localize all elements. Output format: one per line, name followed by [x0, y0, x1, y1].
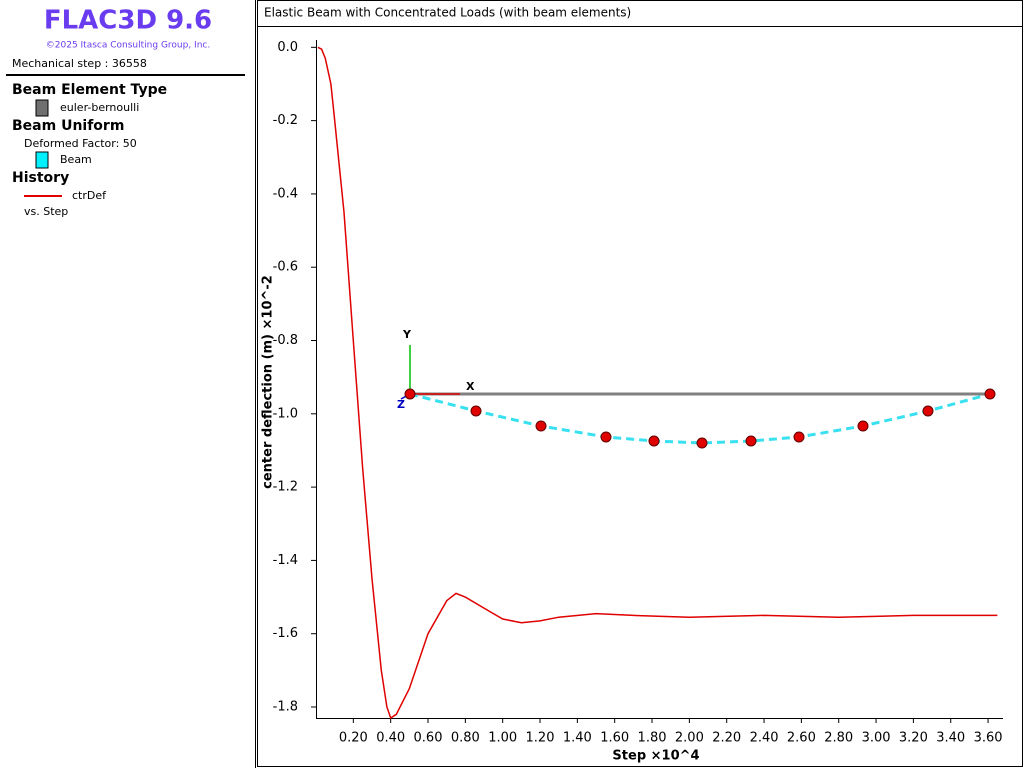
x-tick-label: 0.80	[451, 731, 480, 746]
x-tick-label: 2.40	[750, 731, 779, 746]
y-tick-label: -1.8	[273, 700, 298, 715]
nodes	[404, 388, 996, 449]
x-tick-label: 2.00	[675, 731, 704, 746]
x-tick-label: 2.20	[712, 731, 741, 746]
x-tick-label: 1.00	[488, 731, 517, 746]
x-axis-label: Step ×10^4	[612, 749, 699, 764]
swatch	[35, 99, 49, 117]
y-tick-label: -0.2	[273, 113, 298, 128]
legend-item: euler-bernoulli	[60, 101, 139, 114]
node	[648, 435, 660, 447]
x-tick-label: 3.00	[862, 731, 891, 746]
legend-entry: ctrDef	[72, 189, 107, 202]
x-tick-label: 3.40	[936, 731, 965, 746]
y-tick-label: 0.0	[277, 40, 298, 55]
y-tick-label: -1.6	[273, 626, 298, 641]
legend-item: Beam	[60, 153, 92, 166]
series-line	[317, 46, 998, 720]
x-tick-label: 2.60	[787, 731, 816, 746]
step-info: Mechanical step : 36558	[12, 57, 147, 70]
y-tick-label: -0.4	[273, 186, 298, 201]
node	[745, 435, 757, 447]
node	[793, 431, 805, 443]
x-tick-label: 0.20	[339, 731, 368, 746]
x-tick-label: 0.60	[414, 731, 443, 746]
legend-note: vs. Step	[24, 205, 68, 218]
axis-label: Z	[397, 398, 405, 411]
y-tick-label: -0.8	[273, 333, 298, 348]
chart-frame	[257, 0, 1023, 767]
node	[600, 431, 612, 443]
node	[470, 405, 482, 417]
beam-deformed	[409, 392, 991, 445]
node	[984, 388, 996, 400]
node	[404, 388, 416, 400]
x-tick-label: 1.60	[600, 731, 629, 746]
swatch	[35, 151, 49, 169]
y-tick-label: -0.6	[273, 260, 298, 275]
y-tick-label: -1.4	[273, 553, 298, 568]
x-tick-label: 3.60	[974, 731, 1003, 746]
section-subtitle: Deformed Factor: 50	[24, 137, 137, 150]
app-title: FLAC3D 9.6	[44, 6, 212, 36]
axis-label: X	[466, 380, 475, 393]
copyright: ©2025 Itasca Consulting Group, Inc.	[46, 41, 210, 51]
x-tick-label: 1.20	[526, 731, 555, 746]
node	[535, 420, 547, 432]
x-tick-label: 0.40	[376, 731, 405, 746]
node	[922, 405, 934, 417]
chart-title: Elastic Beam with Concentrated Loads (wi…	[264, 6, 631, 20]
axis-label: Y	[402, 328, 412, 341]
x-tick-label: 1.80	[638, 731, 667, 746]
section-title: Beam Uniform	[12, 118, 124, 134]
model-view: X Y Z	[397, 328, 996, 449]
x-tick-label: 3.20	[899, 731, 928, 746]
section-title: Beam Element Type	[12, 82, 167, 98]
node	[696, 437, 708, 449]
x-tick-label: 1.40	[563, 731, 592, 746]
y-axis-label: center deflection (m) ×10^-2	[261, 275, 276, 489]
x-tick-label: 2.80	[824, 731, 853, 746]
node	[857, 420, 869, 432]
section-title: History	[12, 170, 69, 186]
y-tick-label: -1.2	[273, 480, 298, 495]
y-tick-label: -1.0	[273, 406, 298, 421]
